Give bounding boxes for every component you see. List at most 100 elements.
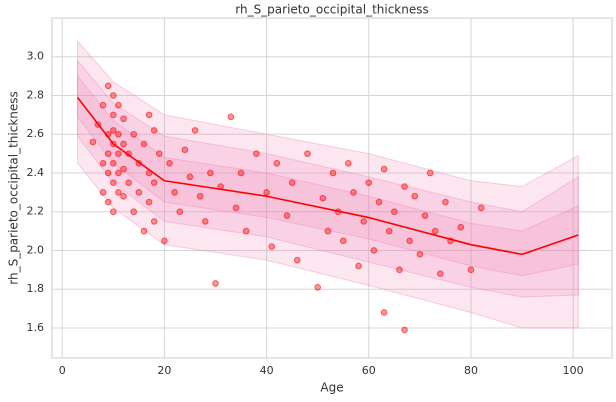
data-point bbox=[457, 223, 465, 231]
data-point bbox=[161, 237, 168, 245]
data-point bbox=[99, 159, 107, 167]
data-point bbox=[227, 113, 235, 121]
data-point bbox=[406, 237, 413, 245]
x-axis-label: Age bbox=[320, 381, 343, 395]
data-point bbox=[99, 101, 107, 109]
data-point bbox=[212, 280, 219, 287]
x-tick-label: 40 bbox=[260, 364, 274, 377]
median-line bbox=[76, 96, 579, 256]
data-point bbox=[207, 169, 214, 177]
data-point bbox=[110, 127, 117, 134]
y-tick-label: 3.0 bbox=[27, 50, 45, 63]
y-tick-label: 1.6 bbox=[27, 321, 45, 334]
data-point bbox=[120, 140, 127, 148]
data-point bbox=[186, 173, 194, 181]
x-tick-label: 20 bbox=[157, 364, 171, 377]
percentile-band bbox=[77, 59, 579, 298]
data-point bbox=[120, 115, 127, 123]
data-point bbox=[411, 192, 419, 200]
data-point bbox=[196, 192, 204, 200]
data-point bbox=[115, 130, 122, 138]
data-point bbox=[339, 237, 347, 245]
data-point bbox=[115, 169, 122, 177]
data-point bbox=[89, 138, 97, 146]
data-point bbox=[421, 212, 429, 219]
y-tick-label: 1.8 bbox=[27, 282, 45, 295]
data-point bbox=[350, 189, 357, 196]
data-point bbox=[319, 194, 327, 202]
data-point bbox=[110, 208, 117, 216]
data-point bbox=[304, 150, 311, 157]
data-point bbox=[442, 198, 449, 206]
plot-frame bbox=[51, 17, 613, 359]
data-point bbox=[242, 227, 250, 235]
data-point bbox=[140, 140, 148, 148]
data-point bbox=[380, 165, 388, 173]
data-point bbox=[401, 183, 408, 190]
data-point bbox=[396, 266, 403, 274]
data-point bbox=[237, 169, 245, 177]
data-point bbox=[120, 165, 127, 173]
data-point bbox=[437, 270, 444, 278]
data-point bbox=[104, 150, 112, 157]
data-point bbox=[263, 189, 270, 196]
data-point bbox=[125, 179, 132, 186]
data-point bbox=[293, 256, 301, 264]
data-point bbox=[150, 179, 158, 186]
data-point bbox=[104, 198, 112, 206]
data-point bbox=[283, 212, 291, 219]
data-point bbox=[115, 189, 122, 196]
data-point bbox=[115, 150, 122, 157]
data-point bbox=[130, 130, 138, 138]
y-tick-label: 2.4 bbox=[27, 166, 45, 179]
data-point bbox=[345, 159, 352, 167]
data-point bbox=[145, 198, 153, 206]
data-point bbox=[135, 189, 143, 196]
data-point bbox=[140, 227, 148, 235]
data-point bbox=[181, 146, 189, 154]
data-point bbox=[110, 179, 117, 186]
data-point bbox=[477, 204, 485, 212]
data-point bbox=[110, 111, 117, 119]
chart-title: rh_S_parieto_occipital_thickness bbox=[235, 3, 429, 17]
data-point bbox=[130, 208, 138, 216]
x-tick-label: 100 bbox=[563, 364, 584, 377]
data-point bbox=[370, 247, 378, 254]
data-point bbox=[104, 82, 112, 90]
data-point bbox=[375, 198, 383, 206]
data-point bbox=[401, 326, 408, 334]
x-tick-label: 80 bbox=[464, 364, 478, 377]
y-tick-label: 2.0 bbox=[27, 243, 45, 256]
data-point bbox=[150, 127, 158, 134]
data-point bbox=[273, 159, 281, 167]
data-point bbox=[391, 208, 398, 216]
y-tick-label: 2.6 bbox=[27, 127, 45, 140]
data-point bbox=[355, 262, 362, 270]
data-point bbox=[268, 243, 276, 250]
data-point bbox=[426, 169, 434, 177]
data-point bbox=[380, 309, 388, 316]
y-tick-label: 2.2 bbox=[27, 205, 45, 218]
data-point bbox=[360, 218, 367, 225]
data-point bbox=[201, 218, 209, 225]
data-point bbox=[467, 266, 475, 274]
data-point bbox=[385, 227, 393, 235]
data-point bbox=[150, 218, 158, 225]
data-point bbox=[155, 150, 163, 157]
data-point bbox=[104, 169, 112, 177]
x-tick-label: 0 bbox=[59, 364, 66, 377]
y-axis-label: rh_S_parieto_occipital_thickness bbox=[7, 91, 21, 285]
data-point bbox=[110, 92, 117, 99]
data-point bbox=[324, 227, 332, 235]
data-point bbox=[191, 127, 199, 134]
data-point bbox=[232, 204, 240, 212]
data-point bbox=[365, 179, 373, 186]
data-point bbox=[176, 208, 184, 216]
data-point bbox=[416, 251, 424, 258]
data-point bbox=[99, 189, 107, 196]
data-point bbox=[115, 101, 122, 109]
data-point bbox=[171, 189, 178, 196]
data-point bbox=[314, 283, 321, 291]
data-point bbox=[329, 169, 337, 177]
